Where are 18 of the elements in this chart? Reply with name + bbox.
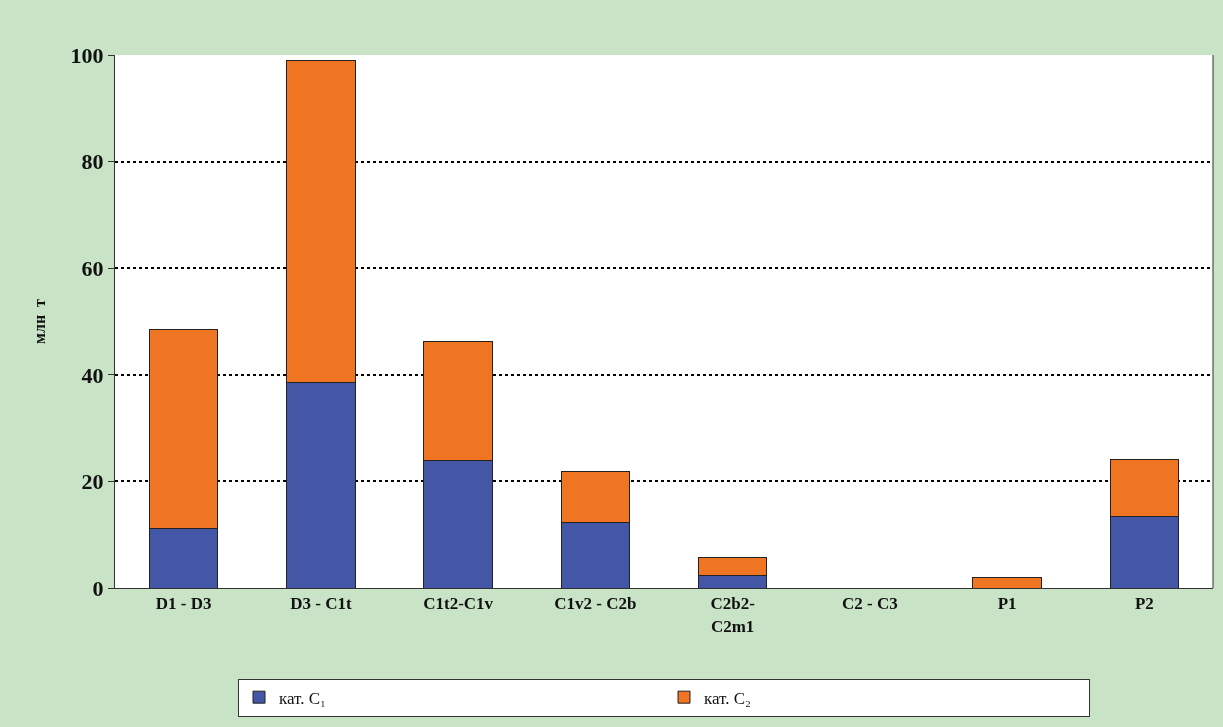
y-tick-label: 80 [81,149,104,175]
x-tick-label: C2 - C3 [842,594,898,614]
legend-label: кат. C₂ [704,688,752,708]
x-tick-label: P1 [997,594,1017,614]
y-tick-label: 0 [92,575,104,601]
x-tick-label: P2 [1134,594,1154,614]
y-tick-label: 60 [81,255,104,281]
y-tick-label: 20 [81,469,104,495]
bar [972,577,1042,588]
y-tick-label: 100 [70,42,104,68]
x-tick-label: C1t2-C1v [423,594,494,614]
y-tick-label: 40 [81,362,104,388]
legend-label: кат. C₁ [279,688,327,708]
x-tick-label: C1v2 - C2b [554,594,637,614]
x-tick-label: D3 - C1t [290,594,352,614]
x-tick-label: D1 - D3 [155,594,212,614]
y-axis-title: млн т [31,298,49,344]
x-tick-label: C2b2- C2m1 [710,594,756,636]
